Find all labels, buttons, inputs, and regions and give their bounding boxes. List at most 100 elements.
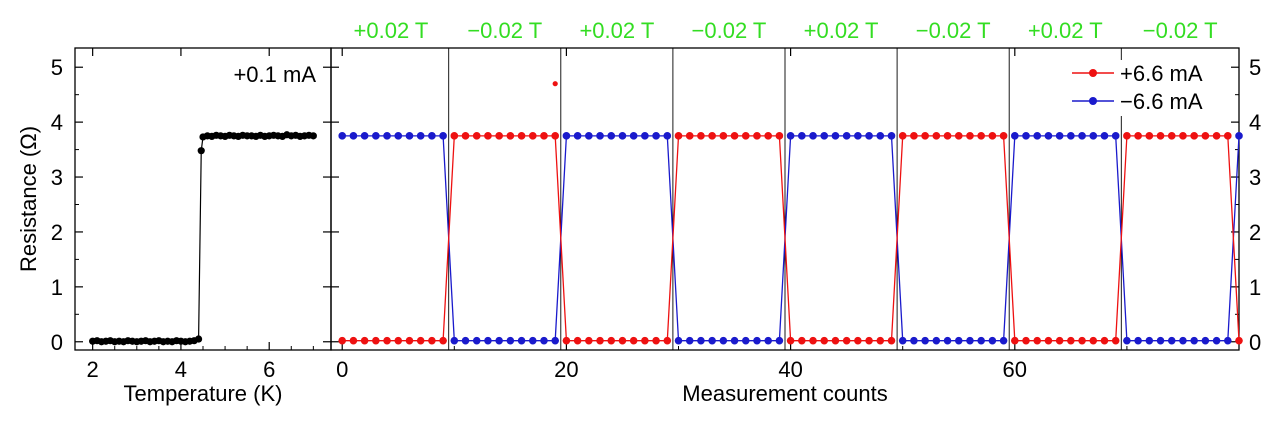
right-y-tick-label: 2: [1249, 220, 1261, 245]
series-point: [1145, 336, 1154, 345]
right-y-tick-label: 0: [1249, 330, 1261, 355]
series-point: [1011, 336, 1019, 345]
series-point: [786, 132, 795, 140]
series-point: [450, 336, 459, 345]
series-point: [405, 336, 414, 345]
series-point: [1078, 132, 1086, 140]
series-point: [1134, 132, 1142, 140]
series-point: [349, 336, 358, 345]
series-point: [495, 336, 503, 345]
series-point: [1201, 336, 1210, 345]
right-y-tick-label: 4: [1249, 110, 1261, 135]
left-data-points: [89, 131, 317, 346]
series-point: [338, 336, 347, 345]
left-axis-ticks: 2 4 6 0 1 2 3 4 5: [51, 48, 331, 382]
series-point: [383, 132, 391, 140]
left-data-point: [197, 147, 205, 155]
series-line: [342, 135, 1240, 342]
temperature-panel: 2 4 6 0 1 2 3 4 5 +0.1 mA Temperature (K) Resist…: [16, 47, 332, 406]
series-point: [349, 132, 358, 140]
series-point: [528, 336, 537, 345]
series-point: [596, 132, 604, 140]
series-point: [910, 132, 918, 140]
series-point: [1179, 132, 1187, 140]
series-point: [753, 132, 761, 140]
series-line: [342, 135, 1240, 342]
field-label: −0.02 T: [916, 18, 991, 43]
series-point: [809, 336, 817, 345]
outlier-point: [552, 81, 558, 87]
series-point: [921, 336, 929, 345]
field-label: +0.02 T: [1028, 18, 1103, 43]
series-point: [585, 336, 593, 345]
series-minus: [338, 132, 1243, 345]
series-point: [1167, 336, 1176, 345]
series-point: [786, 336, 795, 345]
series-point: [607, 132, 616, 140]
series-point: [1100, 336, 1109, 345]
series-point: [988, 336, 997, 345]
series-point: [540, 132, 548, 140]
left-data-point: [309, 132, 317, 140]
series-point: [629, 132, 638, 140]
measurement-panel: 0 20 40 60 0 1 2 3 4 5 +0.02 T −0.02 T +0.02 T −0.02…: [330, 18, 1261, 406]
series-plus: [338, 132, 1243, 345]
series-point: [1033, 132, 1042, 140]
series-point: [1111, 336, 1120, 345]
series-point: [898, 336, 907, 345]
right-x-tick-label: 20: [554, 357, 578, 382]
left-series-line: [92, 134, 314, 343]
series-point: [764, 132, 772, 140]
series-point: [484, 132, 492, 140]
series-point: [764, 336, 772, 345]
series-point: [887, 336, 896, 345]
series-point: [809, 132, 817, 140]
series-point: [1145, 132, 1154, 140]
series-point: [461, 132, 470, 140]
left-x-tick-label: 4: [175, 357, 187, 382]
series-point: [1190, 132, 1198, 140]
right-y-tick-label: 3: [1249, 165, 1261, 190]
series-point: [506, 336, 515, 345]
series-point: [472, 336, 481, 345]
series-point: [775, 336, 784, 345]
series-point: [1067, 336, 1075, 345]
series-point: [798, 336, 806, 345]
series-point: [932, 132, 941, 140]
left-data-point: [194, 335, 203, 343]
series-point: [910, 336, 918, 345]
series-point: [652, 132, 660, 140]
series-point: [1011, 132, 1019, 140]
series-point: [842, 132, 851, 140]
series-point: [741, 132, 750, 140]
left-x-tick-label: 2: [87, 357, 99, 382]
series-point: [540, 336, 548, 345]
series-point: [1089, 336, 1098, 345]
series-point: [865, 132, 873, 140]
series-point: [708, 336, 716, 345]
field-label: −0.02 T: [692, 18, 767, 43]
series-point: [562, 132, 571, 140]
series-point: [517, 132, 526, 140]
series-point: [1055, 336, 1064, 345]
series-point: [618, 336, 627, 345]
series-point: [820, 132, 829, 140]
left-plot-frame: [74, 47, 332, 351]
left-x-tick-label: 6: [263, 357, 275, 382]
series-point: [1223, 336, 1232, 345]
field-switch-lines: [448, 48, 1122, 350]
series-point: [999, 336, 1008, 345]
series-point: [876, 132, 885, 140]
series-point: [517, 336, 526, 345]
series-point: [697, 132, 705, 140]
series-point: [506, 132, 515, 140]
series-point: [405, 132, 414, 140]
series-point: [966, 336, 974, 345]
series-point: [1067, 132, 1075, 140]
series-point: [674, 336, 683, 345]
left-y-tick-label: 4: [51, 110, 63, 135]
series-point: [685, 132, 694, 140]
series-point: [394, 336, 403, 345]
right-y-tick-label: 1: [1249, 275, 1261, 300]
right-x-tick-label: 0: [336, 357, 348, 382]
